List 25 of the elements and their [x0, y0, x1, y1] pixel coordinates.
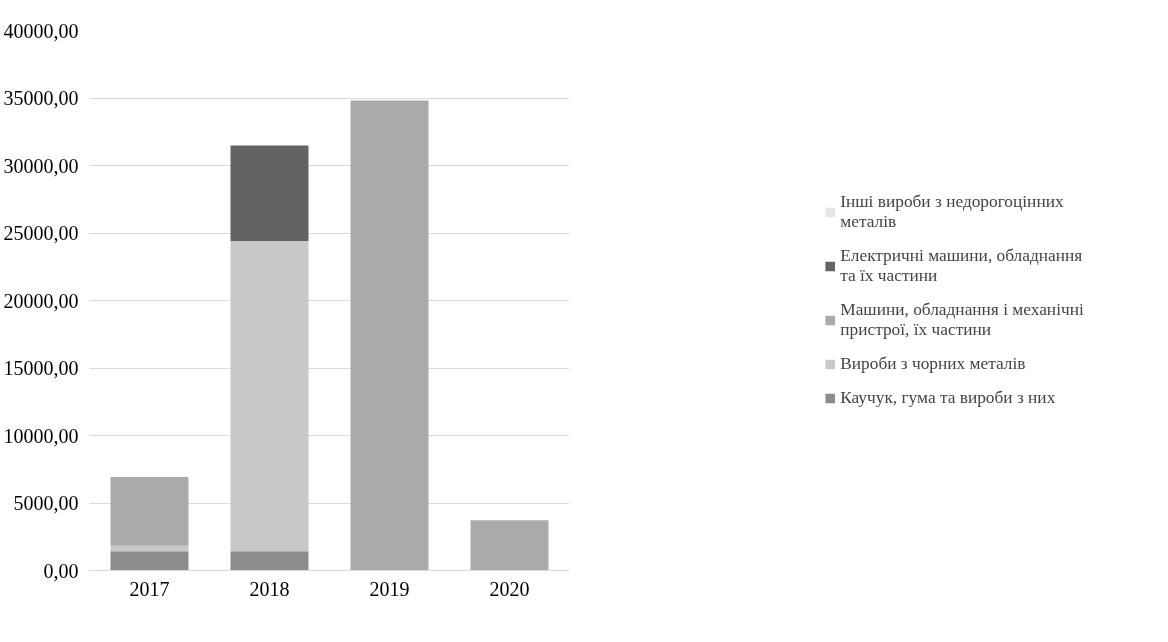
y-tick-label: 10000,00 — [3, 424, 79, 447]
legend-label: Вироби з чорних металів — [840, 354, 1026, 374]
y-tick-label: 20000,00 — [3, 289, 79, 312]
bar — [230, 145, 309, 242]
legend-label: Електричні машини, обладнання та їх частини — [840, 246, 1083, 286]
y-tick-label: 15000,00 — [3, 357, 79, 379]
legend-label: Каучук, гума та вироби з них — [840, 388, 1056, 408]
x-tick-label: 2020 — [489, 577, 530, 600]
y-tick-label: 5000,00 — [13, 492, 79, 514]
legend-label: Машини, обладнання і механічні пристрої, їх частини — [840, 300, 1084, 340]
x-tick-label: 2019 — [369, 577, 410, 600]
y-tick-label: 40000,00 — [3, 19, 79, 42]
bar — [350, 100, 429, 571]
bar — [110, 477, 189, 546]
x-tick-label: 2017 — [129, 577, 170, 600]
bar — [110, 551, 189, 571]
bar — [470, 520, 549, 571]
y-tick-label: 25000,00 — [3, 222, 79, 244]
y-tick-label: 30000,00 — [3, 154, 79, 177]
legend-label: Інші вироби з недорогоцінних металів — [840, 192, 1064, 232]
y-tick-label: 0,00 — [43, 559, 79, 582]
y-tick-label: 35000,00 — [3, 87, 79, 109]
bar — [230, 241, 309, 552]
x-tick-label: 2018 — [249, 577, 290, 600]
bar — [230, 551, 309, 571]
